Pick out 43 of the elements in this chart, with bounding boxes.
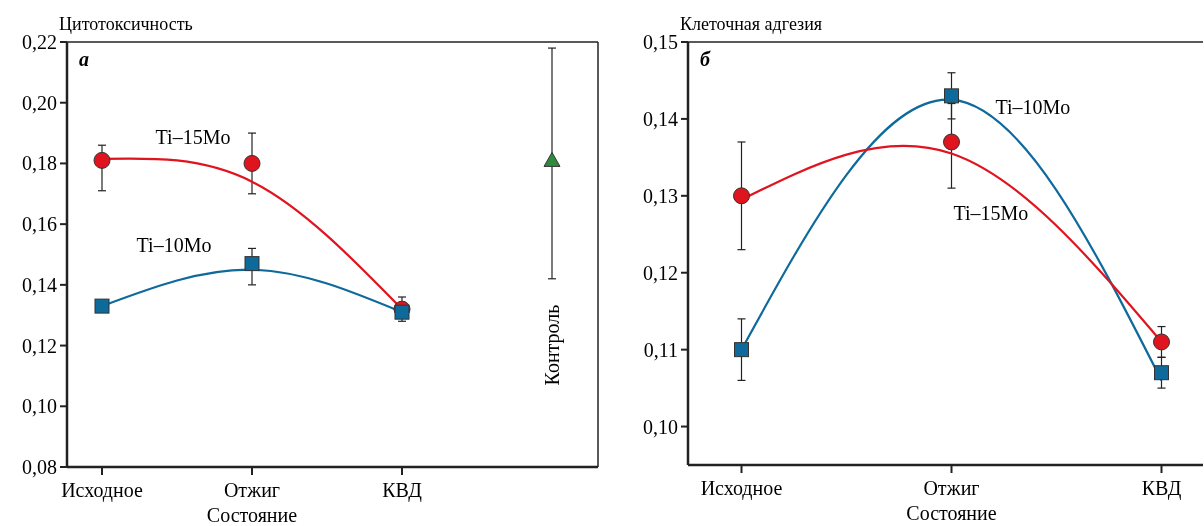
y-tick-label: 0,15 [643,31,678,53]
point [1154,365,1169,381]
series-label: Ti–15Mo [155,126,231,149]
point [943,133,960,151]
y-tick-label: 0,14 [22,273,57,296]
series-label: Ti–10Mo [136,233,212,256]
y-axis-title: Клеточная адгезия [680,14,823,34]
point [394,304,410,320]
y-tick-label: 0,10 [22,395,57,418]
point [243,154,261,172]
point [543,151,561,167]
x-tick-label: Контроль [541,304,564,386]
point [94,298,110,314]
point [1153,333,1170,351]
y-tick-label: 0,11 [643,338,678,361]
series-label: Ti–10Mo [995,95,1071,118]
y-axis-title: Цитотоксичность [59,14,193,34]
y-tick-label: 0,12 [22,334,57,357]
x-tick-label: Исходное [700,477,783,500]
y-tick-label: 0,22 [22,31,57,53]
point [734,342,749,358]
y-tick-label: 0,20 [22,91,57,114]
point [244,256,260,272]
y-tick-label: 0,14 [643,107,678,130]
x-tick-label: Отжиг [223,479,281,501]
point [733,187,750,205]
x-axis-title: Состояние [206,504,298,526]
y-tick-label: 0,10 [643,415,678,438]
point [944,88,959,104]
y-tick-label: 0,12 [643,261,678,284]
y-tick-label: 0,08 [22,456,57,478]
x-tick-label: КВД [382,479,423,502]
annotation: а [79,48,89,70]
x-tick-label: Исходное [61,479,143,502]
y-tick-label: 0,16 [22,213,57,236]
x-tick-label: Отжиг [923,477,980,499]
point [93,151,111,169]
y-tick-label: 0,18 [22,152,57,175]
text: Ti–15Mo [953,201,1029,224]
x-tick-label: КВД [1141,477,1182,500]
x-axis-title: Состояние [906,502,997,524]
y-tick-label: 0,13 [643,184,678,207]
annotation: б [700,48,711,70]
